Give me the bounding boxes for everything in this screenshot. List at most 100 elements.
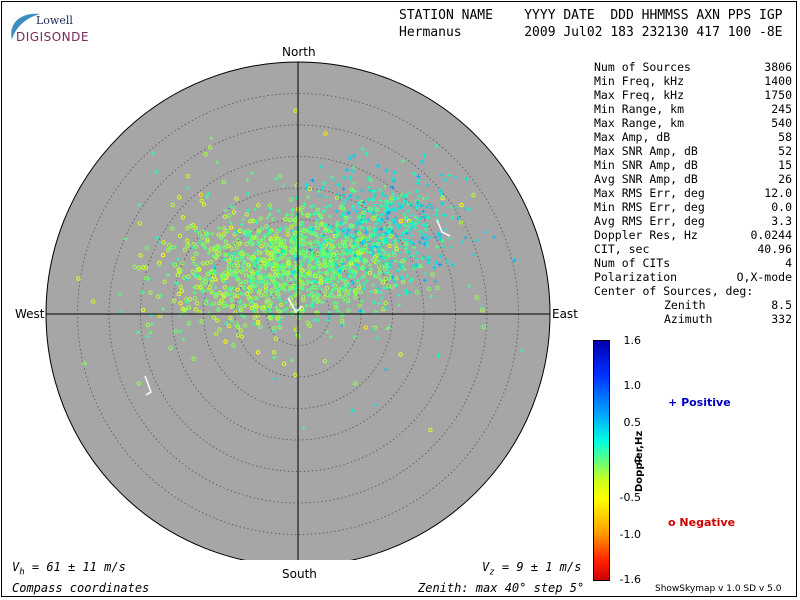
source-point-positive: [317, 222, 322, 227]
source-point-positive: [333, 294, 338, 299]
source-point-positive: [292, 254, 297, 259]
source-point-positive: [384, 205, 389, 210]
source-point-positive: [384, 231, 389, 236]
source-point-positive: [241, 303, 246, 308]
source-point-positive: [346, 210, 351, 215]
source-point-negative: [246, 268, 252, 273]
source-point-positive: [365, 267, 370, 272]
stat-value: 40.96: [757, 242, 792, 256]
source-point-positive: [316, 293, 321, 298]
source-point-positive: [382, 204, 387, 209]
source-point-positive: [372, 232, 377, 237]
source-point-positive: [357, 283, 362, 288]
source-point-positive: [283, 288, 288, 293]
source-point-negative: [211, 301, 217, 306]
source-point-negative: [236, 277, 241, 283]
source-point-negative: [179, 288, 185, 294]
source-point-positive: [273, 376, 278, 381]
source-point-negative: [376, 264, 382, 269]
source-point-positive: [298, 249, 303, 254]
source-point-positive: [223, 252, 228, 257]
source-point-negative: [322, 294, 327, 299]
source-point-positive: [256, 242, 261, 247]
source-point-positive: [356, 266, 361, 271]
source-point-positive: [441, 244, 446, 249]
source-point-negative: [342, 243, 348, 249]
source-point-negative: [225, 272, 230, 278]
source-point-negative: [361, 210, 367, 215]
source-point-positive: [181, 337, 186, 342]
source-point-positive: [170, 261, 175, 266]
source-point-negative: [188, 297, 193, 302]
source-point-positive: [334, 263, 339, 268]
source-point-positive: [358, 248, 363, 253]
source-point-negative: [302, 253, 308, 258]
source-point-negative: [349, 187, 354, 192]
source-point-negative: [382, 266, 387, 272]
source-point-positive: [418, 216, 423, 221]
source-point-positive: [414, 205, 419, 210]
source-point-positive: [300, 222, 305, 227]
source-point-positive: [234, 275, 239, 280]
source-point-positive: [350, 234, 355, 239]
source-point-negative: [333, 305, 339, 310]
source-point-positive: [240, 264, 245, 269]
source-point-negative: [325, 271, 330, 277]
source-point-positive: [421, 209, 426, 214]
source-point-negative: [367, 270, 373, 276]
source-point-positive: [414, 189, 419, 194]
source-point-positive: [295, 239, 300, 244]
source-point-positive: [350, 408, 355, 413]
source-point-negative: [212, 246, 217, 251]
source-point-positive: [396, 196, 401, 201]
source-point-positive: [376, 249, 381, 254]
source-point-negative: [285, 228, 290, 233]
source-point-positive: [254, 258, 259, 263]
source-point-positive: [310, 252, 315, 257]
source-point-negative: [221, 179, 227, 185]
source-point-positive: [339, 323, 344, 328]
source-point-positive: [312, 317, 317, 322]
source-point-positive: [344, 231, 349, 236]
source-point-positive: [363, 202, 368, 207]
source-point-positive: [467, 284, 472, 289]
source-point-positive: [213, 285, 218, 290]
source-point-negative: [172, 298, 177, 303]
source-point-positive: [304, 250, 309, 255]
source-point-positive: [192, 285, 197, 290]
source-point-positive: [364, 151, 369, 156]
source-point-positive: [332, 276, 337, 281]
source-point-positive: [342, 297, 347, 302]
source-point-positive: [426, 260, 431, 265]
source-point-positive: [329, 282, 334, 287]
source-point-positive: [393, 258, 398, 263]
source-point-negative: [271, 349, 277, 355]
source-point-positive: [151, 151, 156, 156]
source-point-positive: [306, 194, 311, 199]
source-point-negative: [311, 296, 317, 301]
source-point-positive: [223, 208, 228, 213]
source-point-positive: [276, 295, 281, 300]
source-point-negative: [237, 241, 242, 246]
source-point-positive: [423, 278, 428, 283]
source-point-positive: [474, 238, 479, 243]
source-point-positive: [337, 245, 342, 250]
source-point-positive: [319, 270, 324, 275]
source-point-negative: [207, 285, 212, 290]
source-point-positive: [191, 272, 196, 277]
source-point-negative: [258, 324, 263, 329]
source-point-positive: [313, 244, 318, 249]
source-point-positive: [390, 250, 395, 255]
source-point-negative: [293, 292, 298, 297]
source-point-positive: [173, 281, 178, 286]
source-point-positive: [316, 211, 321, 216]
source-point-positive: [393, 282, 398, 287]
source-point-positive: [438, 233, 443, 238]
source-point-positive: [136, 202, 141, 207]
source-point-positive: [274, 280, 279, 285]
source-point-positive: [198, 239, 203, 244]
source-point-negative: [160, 252, 166, 258]
source-point-positive: [288, 294, 293, 299]
source-point-positive: [395, 234, 400, 239]
source-point-negative: [263, 280, 268, 285]
